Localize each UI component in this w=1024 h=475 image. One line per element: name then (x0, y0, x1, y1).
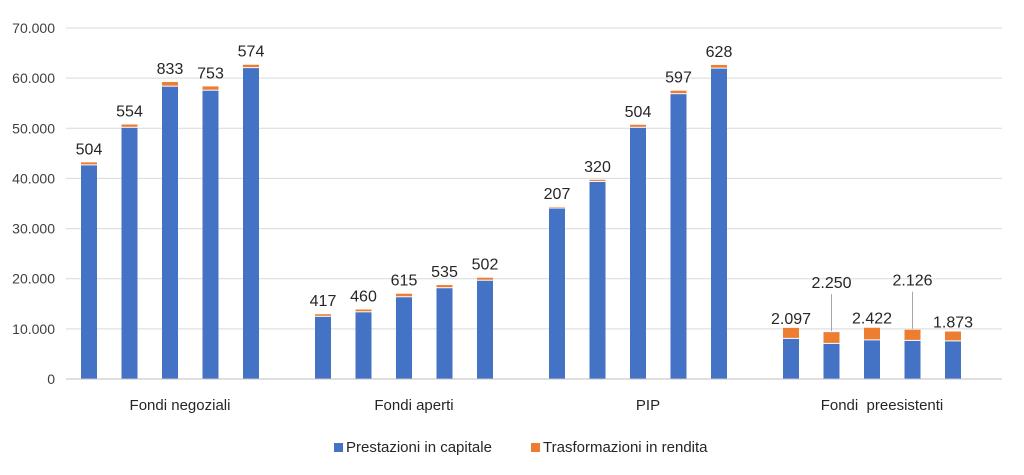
bar-prestazioni-capitale (81, 164, 97, 379)
bar-prestazioni-capitale (823, 343, 840, 379)
data-label: 504 (625, 104, 652, 121)
x-group-label: Fondi preesistenti (821, 397, 944, 414)
data-label: 417 (310, 293, 337, 310)
bar-prestazioni-capitale (315, 316, 331, 379)
legend-label: Prestazioni in capitale (346, 439, 492, 456)
x-group-label: Fondi negoziali (130, 397, 231, 414)
data-label: 597 (665, 70, 692, 87)
bar-prestazioni-capitale (162, 86, 178, 379)
data-label: 460 (350, 289, 377, 306)
bar-prestazioni-capitale (549, 208, 565, 379)
bar-trasformazioni-rendita (549, 206, 565, 209)
bar-trasformazioni-rendita (630, 124, 646, 128)
bar-trasformazioni-rendita (589, 179, 606, 182)
bar-trasformazioni-rendita (243, 64, 259, 68)
bar-trasformazioni-rendita (783, 327, 799, 339)
gridlines (66, 27, 1002, 330)
data-label: 1.873 (933, 314, 973, 331)
data-label: 2.126 (892, 273, 932, 290)
data-label: 320 (584, 159, 611, 176)
data-label: 504 (76, 141, 103, 158)
bar-prestazioni-capitale (121, 127, 138, 379)
x-group-label: Fondi aperti (374, 397, 453, 414)
bar-trasformazioni-rendita (162, 81, 178, 87)
bar-prestazioni-capitale (864, 339, 880, 379)
data-labels: 504 554 833 753 574 417 460 615 535 502 207 320 504 5… (76, 44, 973, 332)
bar-trasformazioni-rendita (355, 309, 372, 312)
y-tick-label: 70.000 (12, 20, 55, 36)
data-label: 753 (197, 65, 224, 82)
bar-trasformazioni-rendita (81, 162, 97, 165)
bar-prestazioni-capitale (630, 127, 646, 379)
data-label: 574 (238, 44, 265, 61)
data-label: 833 (157, 61, 184, 78)
bar-trasformazioni-rendita (477, 277, 493, 281)
bar-prestazioni-capitale (945, 340, 961, 379)
y-tick-label: 50.000 (12, 120, 55, 136)
bar-trasformazioni-rendita (904, 329, 921, 341)
data-label: 2.250 (811, 275, 851, 292)
bar-trasformazioni-rendita (315, 314, 331, 317)
bars (81, 64, 961, 380)
legend: Prestazioni in capitale Trasformazioni in… (334, 439, 708, 456)
bar-trasformazioni-rendita (436, 285, 453, 288)
y-tick-label: 20.000 (12, 271, 55, 287)
y-tick-label: 40.000 (12, 170, 55, 186)
bar-prestazioni-capitale (243, 67, 259, 379)
bar-prestazioni-capitale (589, 181, 606, 379)
data-label: 502 (472, 257, 499, 274)
bar-prestazioni-capitale (202, 90, 219, 380)
y-axis-ticks: 0 10.000 20.000 30.000 40.000 50.000 60.000 70.… (12, 20, 55, 387)
bar-prestazioni-capitale (711, 68, 727, 379)
bar-prestazioni-capitale (477, 280, 493, 379)
y-tick-label: 10.000 (12, 321, 55, 337)
y-tick-label: 60.000 (12, 70, 55, 86)
bar-prestazioni-capitale (904, 340, 921, 379)
x-group-label: PIP (636, 397, 660, 414)
bar-trasformazioni-rendita (202, 86, 219, 91)
y-tick-label: 0 (47, 371, 55, 387)
data-label: 535 (431, 264, 458, 281)
bar-prestazioni-capitale (396, 296, 412, 379)
bar-trasformazioni-rendita (396, 293, 412, 297)
bar-prestazioni-capitale (436, 287, 453, 379)
bar-trasformazioni-rendita (121, 124, 138, 128)
bar-trasformazioni-rendita (945, 331, 961, 341)
data-label: 615 (391, 273, 418, 290)
bar-prestazioni-capitale (783, 338, 799, 379)
bar-trasformazioni-rendita (823, 332, 840, 344)
data-label: 554 (116, 104, 143, 121)
legend-swatch-trasformazioni (531, 443, 540, 452)
x-axis-group-labels: Fondi negoziali Fondi aperti PIP Fondi pree… (130, 397, 944, 414)
bar-prestazioni-capitale (670, 93, 687, 380)
bar-trasformazioni-rendita (670, 90, 687, 94)
y-tick-label: 30.000 (12, 221, 55, 237)
data-label: 628 (706, 44, 733, 61)
data-label: 2.422 (852, 311, 892, 328)
data-label: 2.097 (771, 311, 811, 328)
bar-prestazioni-capitale (355, 311, 372, 379)
bar-trasformazioni-rendita (864, 327, 880, 340)
bar-trasformazioni-rendita (711, 64, 727, 69)
legend-label: Trasformazioni in rendita (543, 439, 708, 456)
data-label: 207 (544, 186, 571, 203)
legend-swatch-prestazioni (334, 443, 343, 452)
